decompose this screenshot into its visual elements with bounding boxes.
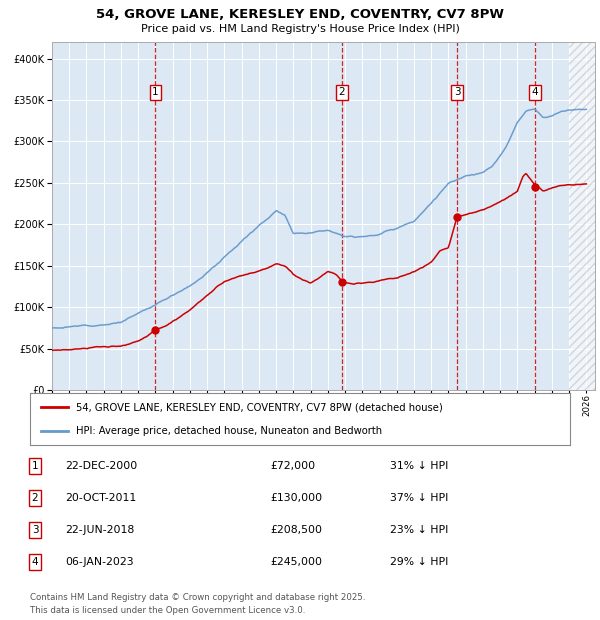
Text: 2: 2: [32, 493, 38, 503]
Text: 37% ↓ HPI: 37% ↓ HPI: [390, 493, 448, 503]
Text: £245,000: £245,000: [270, 557, 322, 567]
Text: 22-DEC-2000: 22-DEC-2000: [65, 461, 137, 471]
Text: This data is licensed under the Open Government Licence v3.0.: This data is licensed under the Open Gov…: [30, 606, 305, 615]
Text: 4: 4: [532, 87, 538, 97]
Text: 54, GROVE LANE, KERESLEY END, COVENTRY, CV7 8PW (detached house): 54, GROVE LANE, KERESLEY END, COVENTRY, …: [76, 402, 443, 412]
Text: Contains HM Land Registry data © Crown copyright and database right 2025.: Contains HM Land Registry data © Crown c…: [30, 593, 365, 602]
Text: £130,000: £130,000: [270, 493, 322, 503]
Text: 31% ↓ HPI: 31% ↓ HPI: [390, 461, 448, 471]
Text: £208,500: £208,500: [270, 525, 322, 535]
Text: 3: 3: [32, 525, 38, 535]
Text: 1: 1: [32, 461, 38, 471]
Text: 22-JUN-2018: 22-JUN-2018: [65, 525, 134, 535]
Text: Price paid vs. HM Land Registry's House Price Index (HPI): Price paid vs. HM Land Registry's House …: [140, 24, 460, 34]
Text: 3: 3: [454, 87, 460, 97]
Text: HPI: Average price, detached house, Nuneaton and Bedworth: HPI: Average price, detached house, Nune…: [76, 426, 382, 436]
Text: 20-OCT-2011: 20-OCT-2011: [65, 493, 136, 503]
Text: 54, GROVE LANE, KERESLEY END, COVENTRY, CV7 8PW: 54, GROVE LANE, KERESLEY END, COVENTRY, …: [96, 8, 504, 21]
Bar: [569, 42, 595, 390]
Text: 29% ↓ HPI: 29% ↓ HPI: [390, 557, 448, 567]
Text: 2: 2: [338, 87, 345, 97]
Text: 06-JAN-2023: 06-JAN-2023: [65, 557, 134, 567]
Text: £72,000: £72,000: [270, 461, 315, 471]
Text: 23% ↓ HPI: 23% ↓ HPI: [390, 525, 448, 535]
Text: 1: 1: [152, 87, 159, 97]
Text: 4: 4: [32, 557, 38, 567]
